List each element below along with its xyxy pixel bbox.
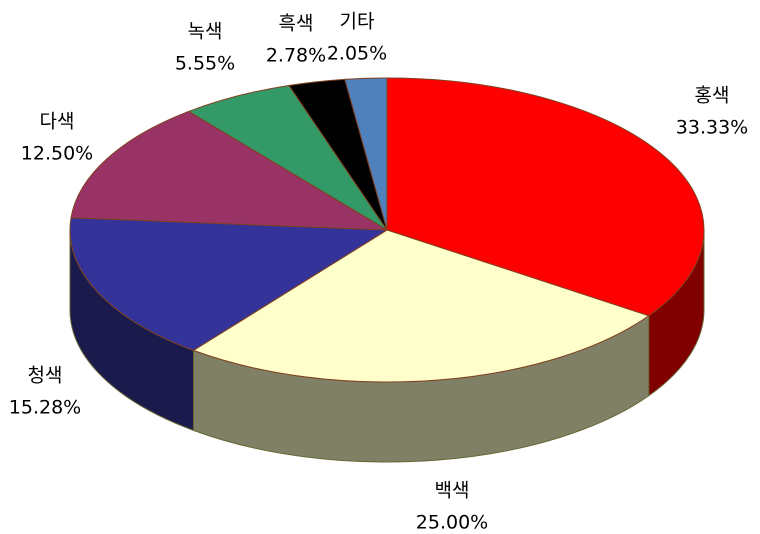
slice <box>70 110 388 231</box>
slice-label: 백색 <box>435 480 470 502</box>
slice-value-label: 33.33% <box>676 117 748 139</box>
slice <box>69 217 389 351</box>
slice-label: 기타 <box>340 11 375 33</box>
slice-label: 홍색 <box>695 85 730 107</box>
slice <box>344 77 388 231</box>
slice-value-label: 12.50% <box>21 143 93 165</box>
slice <box>192 229 650 383</box>
slice-value-label: 5.55% <box>175 53 235 75</box>
slice-value-label: 2.05% <box>327 43 387 65</box>
slice <box>386 77 705 317</box>
slice-label: 다색 <box>40 111 75 133</box>
slice-value-label: 15.28% <box>9 397 81 419</box>
slice-label: 녹색 <box>188 21 223 43</box>
slice-label: 청색 <box>28 365 63 387</box>
slice-value-label: 2.78% <box>266 45 326 67</box>
slice-label: 흑색 <box>279 13 314 35</box>
slice-value-label: 25.00% <box>416 512 488 534</box>
